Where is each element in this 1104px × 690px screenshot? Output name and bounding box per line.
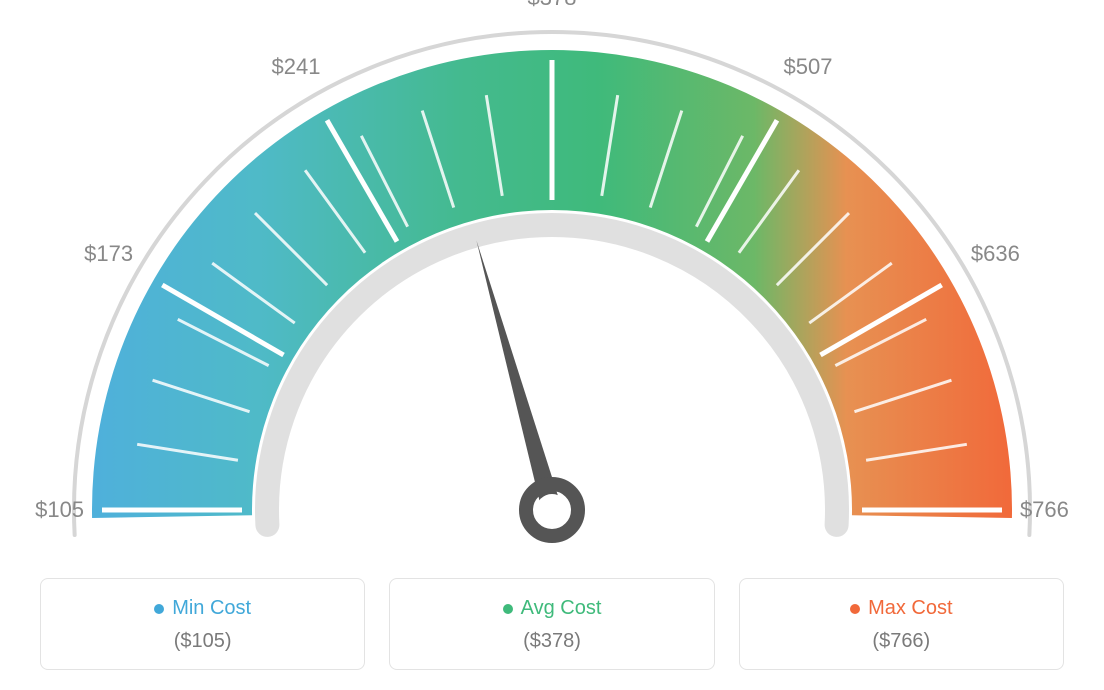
gauge-tick-label: $105 <box>35 497 84 523</box>
dot-icon <box>503 604 513 614</box>
gauge-chart-container: $105 $173 $241 $378 $507 $636 $766 Min Cost ($… <box>0 0 1104 690</box>
legend-label-min: Min Cost <box>172 597 251 620</box>
gauge-area: $105$173$241$378$507$636$766 <box>0 10 1104 570</box>
dot-icon <box>850 604 860 614</box>
dot-icon <box>154 604 164 614</box>
legend-value-max: ($766) <box>750 630 1053 653</box>
legend-card-avg: Avg Cost ($378) <box>389 578 714 670</box>
legend-label-row-min: Min Cost <box>51 597 354 620</box>
legend-card-max: Max Cost ($766) <box>739 578 1064 670</box>
legend-label-avg: Avg Cost <box>521 597 602 620</box>
legend-row: Min Cost ($105) Avg Cost ($378) Max Cost… <box>40 578 1064 670</box>
legend-label-max: Max Cost <box>868 597 952 620</box>
legend-label-row-avg: Avg Cost <box>400 597 703 620</box>
legend-value-min: ($105) <box>51 630 354 653</box>
legend-card-min: Min Cost ($105) <box>40 578 365 670</box>
gauge-svg <box>0 10 1104 570</box>
legend-value-avg: ($378) <box>400 630 703 653</box>
gauge-tick-label: $173 <box>84 241 133 267</box>
gauge-tick-label: $766 <box>1020 497 1069 523</box>
gauge-tick-label: $378 <box>528 0 577 11</box>
gauge-tick-label: $636 <box>971 241 1020 267</box>
gauge-tick-label: $241 <box>272 54 321 80</box>
legend-label-row-max: Max Cost <box>750 597 1053 620</box>
gauge-tick-label: $507 <box>784 54 833 80</box>
